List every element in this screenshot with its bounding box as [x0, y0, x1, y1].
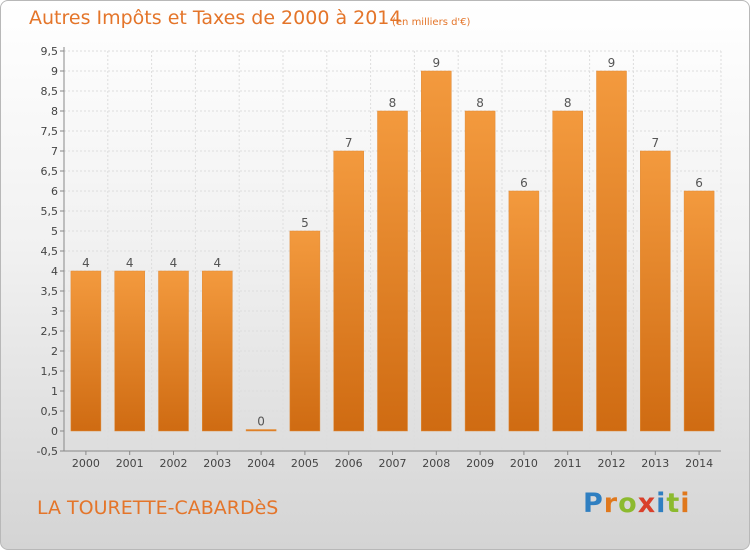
- bars: [70, 70, 715, 432]
- y-tick-label: 6: [51, 185, 58, 198]
- bar-2011[interactable]: [552, 110, 583, 432]
- bar-2009[interactable]: [464, 110, 496, 432]
- x-tick-label-2004: 2004: [247, 457, 275, 470]
- y-tick-label: 7,5: [41, 125, 59, 138]
- bar-2008[interactable]: [421, 70, 452, 432]
- y-tick-label: 5: [51, 225, 58, 238]
- bar-2010[interactable]: [508, 190, 540, 432]
- value-label-2006: 7: [345, 136, 353, 150]
- value-label-2010: 6: [520, 176, 528, 190]
- x-tick-label-2002: 2002: [160, 457, 188, 470]
- x-tick-label-2011: 2011: [554, 457, 582, 470]
- chart-title: Autres Impôts et Taxes de 2000 à 2014: [29, 7, 402, 29]
- bar-2004[interactable]: [245, 429, 277, 432]
- bar-2006[interactable]: [333, 150, 364, 432]
- value-label-2002: 4: [170, 256, 178, 270]
- bar-2001[interactable]: [114, 270, 145, 432]
- bar-2012[interactable]: [596, 70, 627, 432]
- x-tick-label-2010: 2010: [510, 457, 538, 470]
- chart-subtitle: (en milliers d'€): [392, 17, 471, 28]
- y-tick-label: 0,5: [41, 405, 59, 418]
- y-tick-label: 1: [51, 385, 58, 398]
- value-label-2012: 9: [608, 56, 616, 70]
- x-tick-label-2009: 2009: [466, 457, 494, 470]
- x-tick-label-2005: 2005: [291, 457, 319, 470]
- value-label-2009: 8: [476, 96, 484, 110]
- x-tick-label-2003: 2003: [203, 457, 231, 470]
- y-tick-label: 7: [51, 145, 58, 158]
- value-label-2001: 4: [126, 256, 134, 270]
- bar-2003[interactable]: [202, 270, 233, 432]
- x-tick-label-2006: 2006: [335, 457, 363, 470]
- y-tick-label: 9,5: [41, 45, 59, 58]
- value-label-2014: 6: [695, 176, 703, 190]
- y-tick-label: 6,5: [41, 165, 59, 178]
- x-tick-label-2001: 2001: [116, 457, 144, 470]
- y-tick-label: 3: [51, 305, 58, 318]
- y-tick-label: 9: [51, 65, 58, 78]
- value-label-2003: 4: [213, 256, 221, 270]
- x-tick-label-2012: 2012: [598, 457, 626, 470]
- y-tick-label: 1,5: [41, 365, 59, 378]
- bar-2007[interactable]: [377, 110, 408, 432]
- bar-2002[interactable]: [158, 270, 189, 432]
- proxiti-logo[interactable]: Proxiti: [583, 488, 691, 519]
- value-label-2005: 5: [301, 216, 309, 230]
- y-tick-label: 4: [51, 265, 58, 278]
- x-tick-label-2013: 2013: [641, 457, 669, 470]
- value-label-2000: 4: [82, 256, 90, 270]
- y-tick-label: -0,5: [37, 445, 58, 458]
- value-label-2007: 8: [389, 96, 397, 110]
- value-label-2013: 7: [651, 136, 659, 150]
- y-tick-label: 0: [51, 425, 58, 438]
- labels: 4 4 4 4 0 5 7 8 9 8 6 8 9 7 6: [82, 56, 703, 429]
- y-tick-label: 2,5: [41, 325, 59, 338]
- y-tick-label: 8,5: [41, 85, 59, 98]
- bar-2014[interactable]: [683, 190, 715, 432]
- y-tick-label: 4,5: [41, 245, 59, 258]
- y-tick-label: 2: [51, 345, 58, 358]
- x-tick-label-2007: 2007: [379, 457, 407, 470]
- y-tick-label: 8: [51, 105, 58, 118]
- y-tick-label: 5,5: [41, 205, 59, 218]
- value-label-2004: 0: [257, 415, 265, 429]
- y-tick-label: 3,5: [41, 285, 59, 298]
- bar-2005[interactable]: [289, 230, 321, 432]
- bar-2000[interactable]: [70, 270, 102, 432]
- axes: -0,5 0 0,5 1 1,5 2 2,5 3 3,5 4 4,5 5 5,5 6 6,5 7 7,5 8 8,5…: [37, 45, 721, 470]
- x-tick-label-2000: 2000: [72, 457, 100, 470]
- x-tick-label-2014: 2014: [685, 457, 713, 470]
- commune-name: LA TOURETTE-CABARDèS: [37, 497, 279, 519]
- value-label-2008: 9: [432, 56, 440, 70]
- value-label-2011: 8: [564, 96, 572, 110]
- x-tick-label-2008: 2008: [422, 457, 450, 470]
- bar-2013[interactable]: [640, 150, 671, 432]
